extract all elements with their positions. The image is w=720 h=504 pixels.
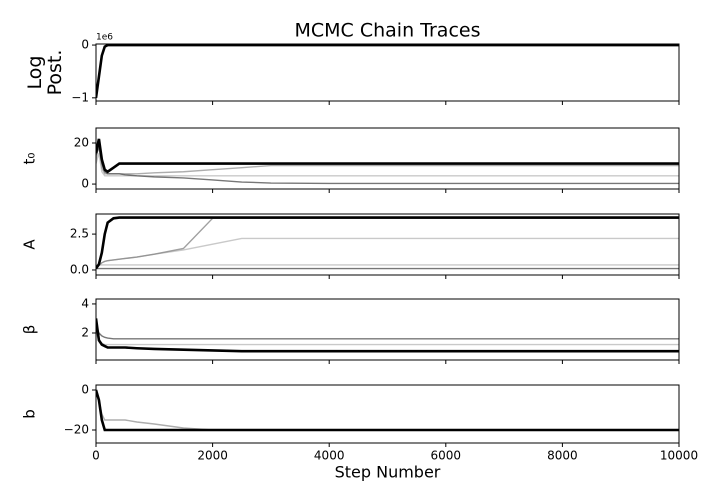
traces [96, 138, 679, 185]
trace [96, 237, 679, 270]
trace [96, 325, 679, 340]
axes-frame [95, 43, 680, 102]
axes-frame [95, 213, 680, 276]
traces [96, 44, 679, 99]
y-tick-label: 20 [74, 135, 89, 149]
x-tick-label: 0 [92, 449, 100, 463]
trace [96, 217, 679, 270]
y-tick-label: 0 [81, 38, 89, 52]
y-tick-label: 0 [81, 177, 89, 191]
y-axis-label-line: Log [24, 56, 46, 90]
y-tick-label: 0 [81, 383, 89, 397]
traces [96, 216, 679, 270]
y-offset-label: 1e6 [96, 33, 113, 43]
x-tick-label: 6000 [431, 449, 462, 463]
y-axis-label: b [21, 409, 39, 419]
y-tick-label: 2.5 [70, 227, 89, 241]
y-axis-label-line: Post. [44, 50, 66, 96]
y-axis-label: t₀ [21, 153, 39, 165]
x-tick-label: 4000 [314, 449, 345, 463]
y-tick-label: −20 [64, 423, 89, 437]
axes-frame [95, 127, 680, 190]
x-axis-label: Step Number [335, 463, 441, 482]
y-axis-label: β [21, 325, 39, 335]
traces [96, 318, 679, 353]
x-tick-label: 2000 [197, 449, 228, 463]
trace [96, 389, 679, 431]
axes-frame [95, 384, 680, 444]
y-tick-label: 2 [81, 325, 89, 339]
trace [96, 216, 679, 270]
trace [96, 138, 679, 174]
y-tick-label: 4 [81, 296, 89, 310]
trace [96, 44, 679, 99]
trace [96, 332, 679, 346]
traces [96, 389, 679, 432]
x-tick-label: 10000 [660, 449, 698, 463]
trace [96, 389, 679, 432]
x-tick-label: 8000 [547, 449, 578, 463]
trace [96, 142, 679, 175]
y-tick-label: −1 [71, 90, 89, 104]
chart-title: MCMC Chain Traces [295, 20, 481, 42]
y-tick-label: 0.0 [70, 262, 89, 276]
trace [96, 144, 679, 185]
trace [96, 153, 679, 177]
y-axis-label: LogPost. [24, 50, 66, 96]
trace [96, 318, 679, 353]
axes-frame [95, 298, 680, 361]
y-axis-label: A [21, 239, 39, 250]
